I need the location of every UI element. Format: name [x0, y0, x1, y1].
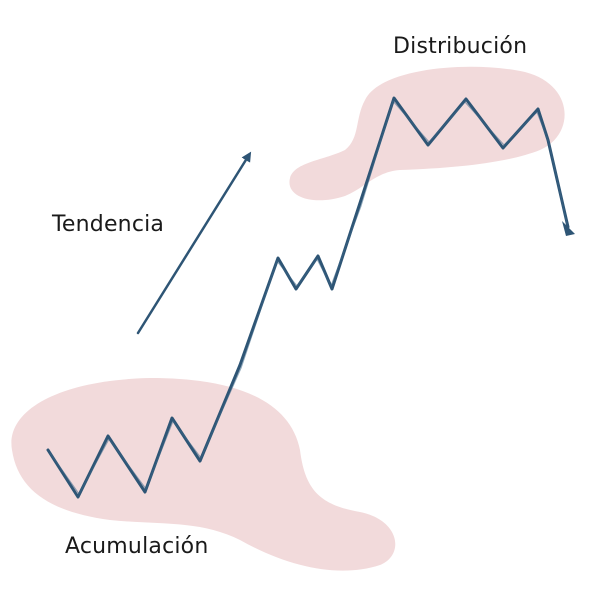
accumulation-label: Acumulación — [65, 534, 209, 559]
price-path — [46, 96, 570, 499]
distribution-zone — [289, 66, 565, 201]
accumulation-zone — [11, 378, 396, 571]
trend-label: Tendencia — [52, 212, 165, 237]
distribution-label: Distribución — [393, 34, 528, 59]
breakdown-arrow-icon — [562, 221, 575, 236]
price-path-sketch — [49, 100, 568, 495]
trend-arrow-icon — [136, 151, 252, 335]
